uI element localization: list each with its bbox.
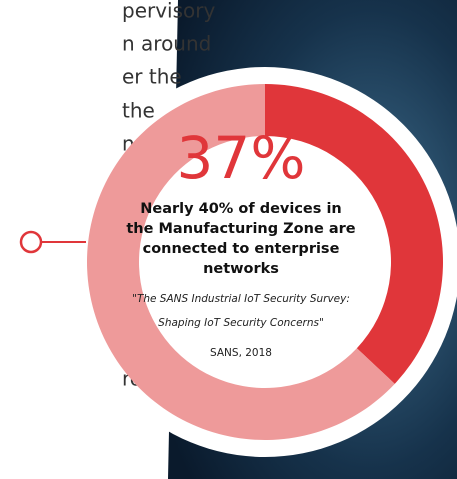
annotation-line: networks	[203, 261, 279, 277]
source-line: "The SANS Industrial IoT Security Survey…	[132, 293, 350, 305]
text-fragment: the	[122, 99, 155, 123]
source-line: SANS, 2018	[210, 347, 272, 359]
donut-segment	[87, 84, 395, 441]
annotation-line: Nearly 40% of devices in	[140, 201, 342, 217]
connector-dot	[19, 230, 43, 254]
donut-segment	[265, 84, 443, 384]
text-fragment: pervisory	[122, 0, 215, 23]
source-line: Shaping IoT Security Concerns"	[158, 317, 324, 329]
annotation-line: connected to enterprise	[143, 241, 340, 257]
text-fragment: er the	[122, 65, 182, 89]
annotation-line: the Manufacturing Zone are	[126, 221, 355, 237]
value-label: 37%	[177, 124, 306, 192]
text-fragment: n around	[122, 32, 211, 56]
